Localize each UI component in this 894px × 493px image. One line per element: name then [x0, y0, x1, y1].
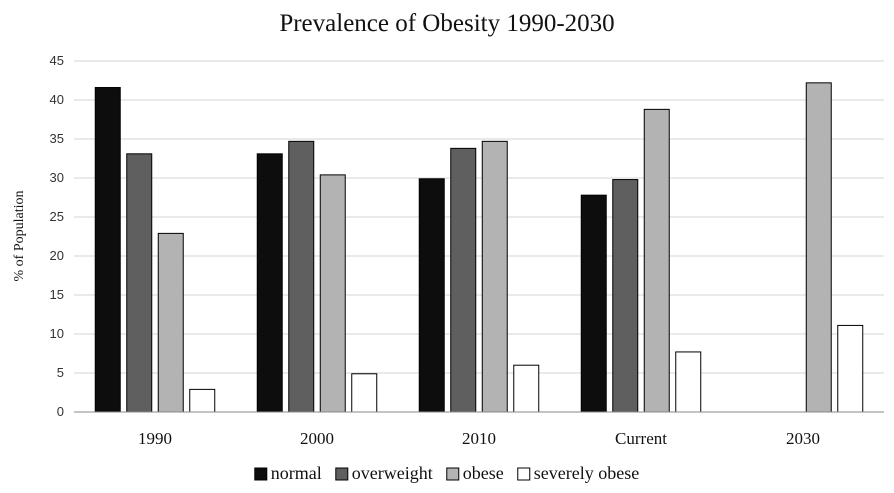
bar-severely-obese-2030 [837, 324, 864, 413]
legend-swatch [254, 467, 268, 481]
legend-swatch [335, 467, 349, 481]
x-category-label: Current [615, 429, 667, 448]
legend-item: obese [446, 463, 504, 483]
bar-overweight-2000 [288, 140, 315, 413]
bar-obese-current [643, 108, 670, 413]
bar-severely-obese-1990 [189, 388, 216, 413]
bar-severely-obese-current [675, 351, 702, 413]
legend-swatch [517, 467, 531, 481]
bar-severely-obese-2000 [351, 373, 378, 413]
bar-normal-current [580, 194, 607, 413]
bars [94, 82, 864, 413]
bar-overweight-1990 [126, 153, 153, 413]
bar-obese-2000 [319, 174, 346, 413]
bar-obese-2030 [805, 82, 832, 413]
legend-item: overweight [335, 463, 433, 483]
legend-swatch [446, 467, 460, 481]
x-category-label: 2000 [300, 429, 334, 448]
grid-lines [74, 60, 884, 374]
bar-severely-obese-2010 [513, 364, 540, 413]
legend-item: severely obese [517, 463, 639, 483]
y-tick-label: 40 [50, 92, 64, 107]
bar-normal-2000 [256, 153, 283, 413]
y-tick-label: 5 [57, 365, 64, 380]
y-tick-label: 0 [57, 404, 64, 419]
legend-label: obese [463, 463, 504, 483]
y-tick-label: 10 [50, 326, 64, 341]
y-tick-label: 15 [50, 287, 64, 302]
bar-normal-2010 [418, 178, 445, 413]
x-category-label: 2030 [786, 429, 820, 448]
legend-label: overweight [352, 463, 433, 483]
x-axis-categories: 1990 2000 2010 Current 2030 [138, 429, 820, 448]
y-tick-label: 20 [50, 248, 64, 263]
y-tick-label: 35 [50, 131, 64, 146]
legend-item: normal [254, 463, 322, 483]
x-category-label: 2010 [462, 429, 496, 448]
y-tick-label: 30 [50, 170, 64, 185]
bar-overweight-current [612, 179, 639, 413]
y-axis-ticks: 0 5 10 15 20 25 30 35 40 45 [50, 53, 64, 419]
legend-label: severely obese [534, 463, 639, 483]
bar-obese-1990 [157, 232, 184, 413]
x-category-label: 1990 [138, 429, 172, 448]
y-axis-label: % of Population [12, 191, 27, 282]
legend-label: normal [271, 463, 322, 483]
bar-overweight-2010 [450, 147, 477, 413]
y-tick-label: 45 [50, 53, 64, 68]
chart-title: Prevalence of Obesity 1990-2030 [279, 10, 614, 37]
y-tick-label: 25 [50, 209, 64, 224]
bar-obese-2010 [481, 140, 508, 413]
legend: normal overweight obese severely obese [254, 463, 639, 483]
bar-normal-1990 [94, 87, 121, 413]
